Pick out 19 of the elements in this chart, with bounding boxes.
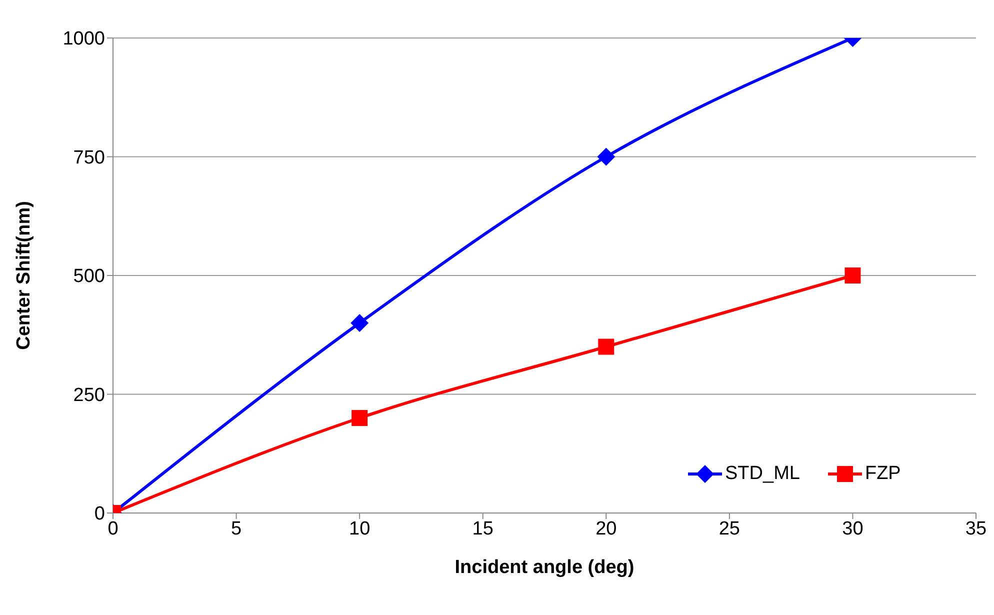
point [844, 268, 861, 284]
x-tick-label: 25 [718, 518, 740, 540]
legend-label: FZP [864, 463, 901, 485]
x-tick-label: 35 [965, 518, 987, 540]
y-tick-label: 750 [73, 147, 105, 168]
y-tick-label: 500 [73, 266, 105, 288]
y-tick-label: 250 [73, 384, 105, 406]
x-tick-label: 30 [842, 518, 864, 540]
x-tick-label: 20 [596, 518, 617, 540]
x-tick-label: 0 [108, 518, 118, 540]
legend-label: STD_ML [725, 463, 800, 485]
x-tick-label: 15 [472, 518, 494, 540]
x-tick-label: 5 [230, 518, 242, 540]
y-axis-title: Center Shift(nm) [14, 201, 35, 350]
x-tick-label: 10 [349, 518, 370, 540]
y-tick-label: 0 [94, 504, 105, 525]
point [598, 338, 614, 355]
y-tick-label: 1000 [62, 28, 105, 50]
x-axis-title: Incident angle (deg) [454, 557, 634, 578]
